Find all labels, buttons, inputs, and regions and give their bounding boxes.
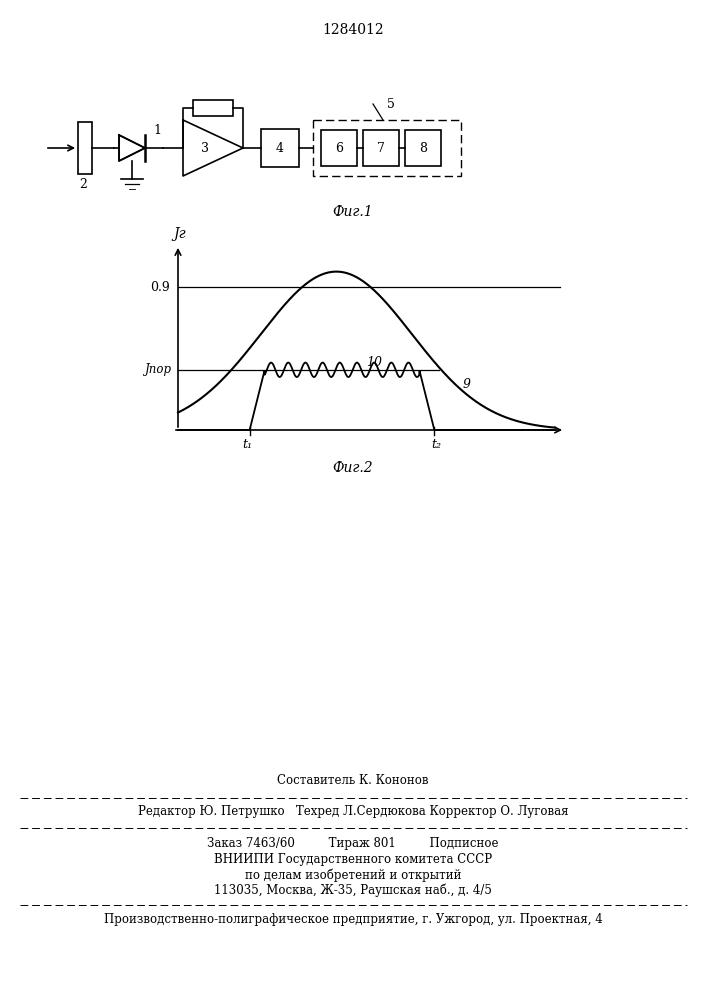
Text: t₁: t₁	[243, 438, 252, 450]
Text: 8: 8	[419, 141, 427, 154]
Text: Составитель К. Кононов: Составитель К. Кононов	[277, 774, 428, 786]
Bar	[193, 100, 233, 116]
Text: Jг: Jг	[174, 227, 187, 241]
Text: Фиг.2: Фиг.2	[333, 461, 373, 475]
Text: Фиг.1: Фиг.1	[333, 205, 373, 219]
Bar	[321, 130, 357, 166]
Text: по делам изобретений и открытий: по делам изобретений и открытий	[245, 868, 461, 882]
Bar	[261, 129, 299, 167]
Bar	[405, 130, 441, 166]
Text: 4: 4	[276, 141, 284, 154]
Text: t₂: t₂	[431, 438, 441, 450]
Text: 0.9: 0.9	[150, 281, 170, 294]
Bar	[313, 120, 461, 176]
Bar	[363, 130, 399, 166]
Polygon shape	[119, 135, 145, 161]
Text: Редактор Ю. Петрушко   Техред Л.Сердюкова Корректор О. Луговая: Редактор Ю. Петрушко Техред Л.Сердюкова …	[138, 806, 568, 818]
Text: 1284012: 1284012	[322, 23, 384, 37]
Text: Jпор: Jпор	[144, 363, 172, 376]
Text: 2: 2	[79, 178, 87, 192]
Text: Заказ 7463/60         Тираж 801         Подписное: Заказ 7463/60 Тираж 801 Подписное	[207, 838, 498, 850]
Text: 1: 1	[153, 123, 161, 136]
Text: Производственно-полиграфическое предприятие, г. Ужгород, ул. Проектная, 4: Производственно-полиграфическое предприя…	[104, 914, 602, 926]
Bar	[78, 122, 92, 174]
Text: 9: 9	[463, 378, 471, 391]
Text: 6: 6	[335, 141, 343, 154]
Text: 5: 5	[387, 98, 395, 110]
Text: 7: 7	[377, 141, 385, 154]
Text: ВНИИПИ Государственного комитета СССР: ВНИИПИ Государственного комитета СССР	[214, 854, 492, 866]
Text: 10: 10	[366, 356, 382, 369]
Text: 3: 3	[201, 141, 209, 154]
Text: 113035, Москва, Ж-35, Раушская наб., д. 4/5: 113035, Москва, Ж-35, Раушская наб., д. …	[214, 883, 492, 897]
